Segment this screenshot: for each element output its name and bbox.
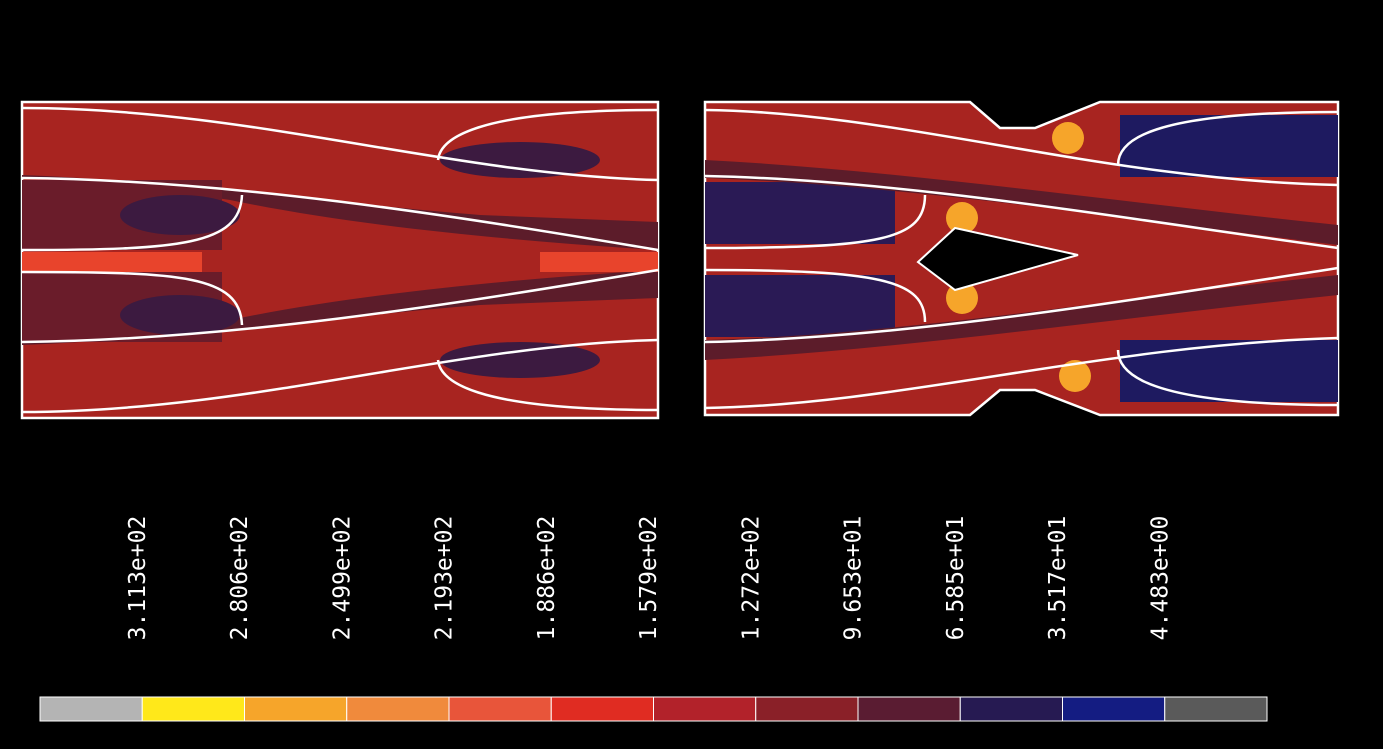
color-swatch [244, 696, 348, 722]
color-swatch [653, 696, 757, 722]
color-swatch [959, 696, 1063, 722]
color-swatch [448, 696, 552, 722]
legend-label: 2.193e+02 [432, 516, 458, 641]
legend-label: 3.517e+01 [1045, 516, 1071, 641]
color-swatch [550, 696, 654, 722]
right-panel [703, 100, 1340, 417]
color-swatch [857, 696, 961, 722]
color-swatch [141, 696, 245, 722]
legend-label: 2.806e+02 [227, 516, 253, 641]
color-swatch [1062, 696, 1166, 722]
left-panel [20, 100, 660, 420]
color-swatch [1164, 696, 1268, 722]
color-swatch [39, 696, 143, 722]
legend-label: 3.113e+02 [125, 516, 151, 641]
legend-label: 6.585e+01 [943, 516, 969, 641]
color-swatch [346, 696, 450, 722]
color-swatch [755, 696, 859, 722]
legend-label: 4.483e+00 [1147, 516, 1173, 641]
color-legend: 3.113e+02 2.806e+02 2.499e+02 2.193e+02 1.88… [39, 516, 1268, 722]
legend-label: 2.499e+02 [329, 516, 355, 641]
legend-label: 1.272e+02 [738, 516, 764, 641]
legend-label: 1.886e+02 [534, 516, 560, 641]
legend-label: 1.579e+02 [636, 516, 662, 641]
legend-label: 9.653e+01 [841, 516, 867, 641]
